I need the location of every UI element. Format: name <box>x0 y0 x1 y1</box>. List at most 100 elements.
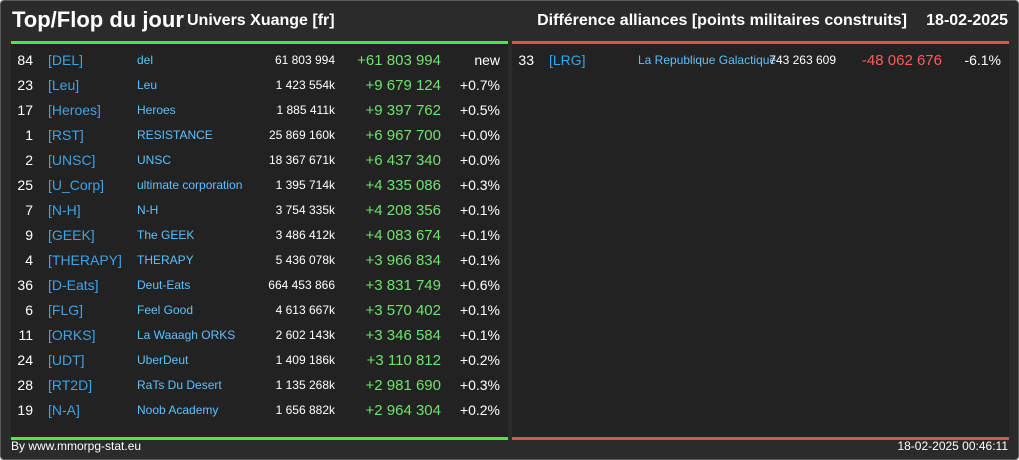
alliance-rank: 11 <box>18 327 33 343</box>
alliance-rank: 7 <box>25 202 33 218</box>
date-label: 18-02-2025 <box>926 12 1008 29</box>
alliance-rank: 23 <box>17 77 33 93</box>
alliance-tag[interactable]: [Leu] <box>48 77 80 93</box>
alliance-points: 664 453 866 <box>268 278 335 292</box>
alliance-points: 1 135 268k <box>275 378 335 392</box>
table-row: 19 [N-A] Noob Academy 1 656 882k +2 964 304 +… <box>11 398 508 423</box>
source-credit: By www.mmorpg-stat.eu <box>11 439 142 453</box>
table-row: 7 [N-H] N-H 3 754 335k +4 208 356 +0.1% <box>11 198 508 223</box>
alliance-tag[interactable]: [Heroes] <box>48 102 101 118</box>
alliance-rank: 4 <box>25 252 33 268</box>
alliance-name[interactable]: ultimate corporation <box>137 178 243 192</box>
alliance-diff: +9 679 124 <box>365 77 442 94</box>
alliance-tag[interactable]: [GEEK] <box>48 227 95 243</box>
alliance-points: 1 409 186k <box>275 353 335 367</box>
table-row: 36 [D-Eats] Deut-Eats 664 453 866 +3 831 749… <box>11 273 508 298</box>
alliance-name[interactable]: Deut-Eats <box>137 278 191 292</box>
alliance-tag[interactable]: [RT2D] <box>48 377 93 393</box>
alliance-points: 25 869 160k <box>268 128 335 142</box>
alliance-tag[interactable]: [D-Eats] <box>48 277 99 293</box>
alliance-percent: +0.1% <box>459 227 500 243</box>
alliance-name[interactable]: N-H <box>137 203 159 217</box>
alliance-percent: +0.1% <box>459 252 500 268</box>
alliance-points: 1 885 411k <box>276 103 336 117</box>
table-row: 25 [U_Corp] ultimate corporation 1 395 714k… <box>11 173 508 198</box>
table-row: 9 [GEEK] The GEEK 3 486 412k +4 083 674 +0.1% <box>11 223 508 248</box>
alliance-points: 61 803 994 <box>274 53 335 67</box>
alliance-tag[interactable]: [U_Corp] <box>48 177 105 193</box>
alliance-name[interactable]: RESISTANCE <box>137 128 213 142</box>
alliance-name[interactable]: UberDeut <box>137 353 189 367</box>
table-row: 84 [DEL] del 61 803 994 +61 803 994 new <box>11 48 508 73</box>
alliance-name[interactable]: RaTs Du Desert <box>137 378 222 392</box>
alliance-percent: +0.1% <box>459 327 500 343</box>
alliance-percent: +0.2% <box>459 402 500 418</box>
alliance-diff: +4 083 674 <box>365 227 442 244</box>
alliance-tag[interactable]: [UNSC] <box>48 152 96 168</box>
alliance-percent: -6.1% <box>964 52 1001 68</box>
table-row: 1 [RST] RESISTANCE 25 869 160k +6 967 700 +0.… <box>11 123 508 148</box>
table-row: 2 [UNSC] UNSC 18 367 671k +6 437 340 +0.0% <box>11 148 508 173</box>
alliance-name[interactable]: UNSC <box>137 153 172 167</box>
alliance-rank: 33 <box>518 52 534 68</box>
alliance-rank: 19 <box>17 402 33 418</box>
metric-label: Différence alliances [points militaires … <box>537 12 907 29</box>
alliance-name[interactable]: Noob Academy <box>137 403 219 417</box>
alliance-tag[interactable]: [N-H] <box>48 202 81 218</box>
alliance-diff: +4 208 356 <box>365 202 442 219</box>
alliance-diff: +3 570 402 <box>365 302 442 319</box>
alliance-rank: 36 <box>17 277 33 293</box>
flop-panel: 33 [LRG] La Republique Galactique 743 263 6… <box>512 41 1009 440</box>
alliance-tag[interactable]: [LRG] <box>549 52 586 68</box>
alliance-percent: +0.0% <box>459 127 500 143</box>
alliance-rank: 2 <box>25 152 33 168</box>
alliance-name[interactable]: THERAPY <box>137 253 194 267</box>
alliance-name[interactable]: Heroes <box>137 103 176 117</box>
alliance-name[interactable]: La Republique Galactique <box>638 53 777 67</box>
alliance-rank: 9 <box>25 227 33 243</box>
alliance-percent: +0.6% <box>459 277 500 293</box>
top-panel: 84 [DEL] del 61 803 994 +61 803 994 new 23 [Leu… <box>11 41 508 440</box>
alliance-rank: 24 <box>17 352 33 368</box>
alliance-name[interactable]: La Waaagh ORKS <box>137 328 236 342</box>
alliance-tag[interactable]: [UDT] <box>48 352 85 368</box>
alliance-tag[interactable]: [RST] <box>48 127 84 143</box>
alliance-diff: +6 437 340 <box>365 152 442 169</box>
alliance-percent: +0.3% <box>459 377 500 393</box>
alliance-tag[interactable]: [ORKS] <box>48 327 96 343</box>
generated-timestamp: 18-02-2025 00:46:11 <box>897 439 1008 453</box>
alliance-name[interactable]: Feel Good <box>137 303 194 317</box>
alliance-name[interactable]: Leu <box>137 78 158 92</box>
alliance-points: 3 486 412k <box>275 228 335 242</box>
alliance-percent: +0.7% <box>459 77 500 93</box>
alliance-points: 18 367 671k <box>268 153 335 167</box>
alliance-tag[interactable]: [THERAPY] <box>48 252 122 268</box>
alliance-diff: +2 981 690 <box>365 377 442 394</box>
alliance-diff: +6 967 700 <box>365 127 442 144</box>
alliance-rank: 28 <box>17 377 33 393</box>
alliance-diff: +2 964 304 <box>365 402 442 419</box>
alliance-tag[interactable]: [N-A] <box>48 402 80 418</box>
alliance-rank: 84 <box>17 52 33 68</box>
alliance-tag[interactable]: [FLG] <box>48 302 84 318</box>
alliance-name[interactable]: del <box>137 53 154 67</box>
alliance-diff: +3 110 812 <box>366 352 441 369</box>
table-row: 11 [ORKS] La Waaagh ORKS 2 602 143k +3 346 5… <box>11 323 508 348</box>
alliance-percent: +0.2% <box>459 352 500 368</box>
universe-label: Univers Xuange [fr] <box>187 12 335 29</box>
alliance-percent: +0.5% <box>459 102 500 118</box>
table-row: 33 [LRG] La Republique Galactique 743 263 6… <box>512 48 1009 73</box>
alliance-tag[interactable]: [DEL] <box>48 52 84 68</box>
alliance-points: 743 263 609 <box>769 53 836 67</box>
alliance-percent: new <box>474 52 500 68</box>
alliance-percent: +0.3% <box>459 177 500 193</box>
alliance-diff: -48 062 676 <box>861 52 942 69</box>
table-row: 24 [UDT] UberDeut 1 409 186k +3 110 812 +0.2% <box>11 348 508 373</box>
alliance-points: 1 423 554k <box>275 78 335 92</box>
table-row: 4 [THERAPY] THERAPY 5 436 078k +3 966 834 +0.… <box>11 248 508 273</box>
alliance-percent: +0.0% <box>459 152 500 168</box>
alliance-points: 2 602 143k <box>275 328 335 342</box>
alliance-name[interactable]: The GEEK <box>137 228 195 242</box>
alliance-diff: +3 831 749 <box>365 277 442 294</box>
